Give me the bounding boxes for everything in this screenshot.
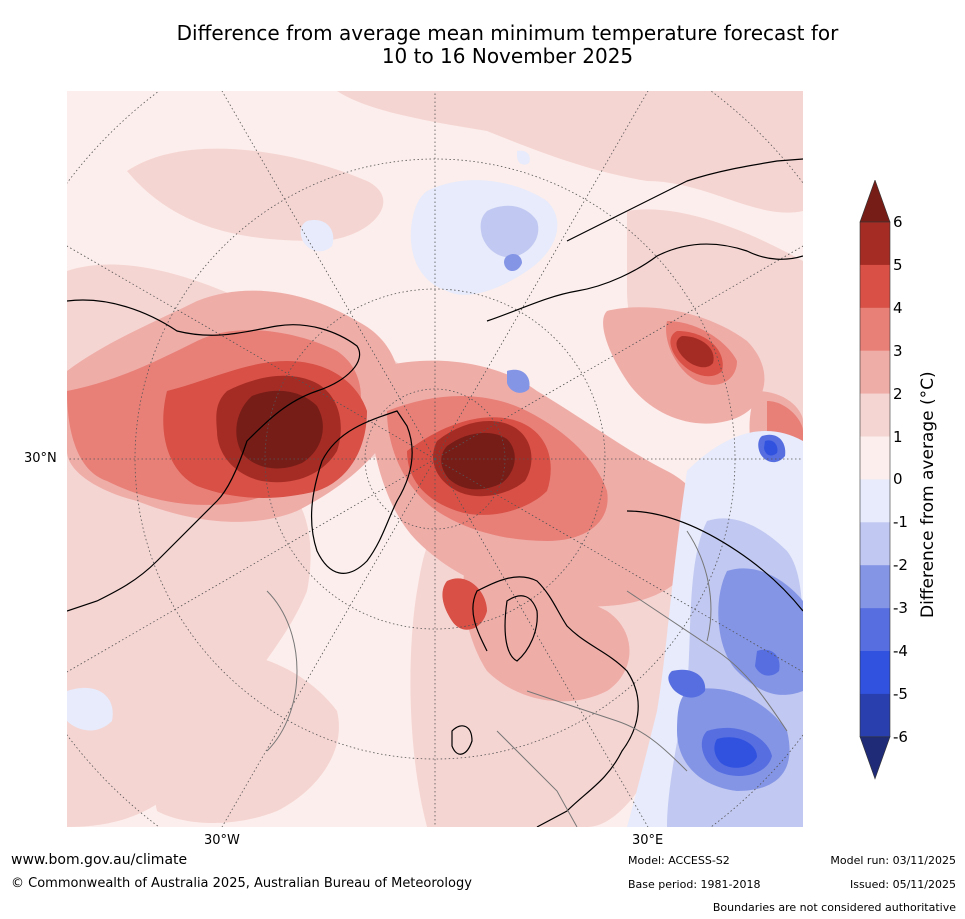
colorbar-extend-bottom — [859, 736, 891, 780]
colorbar-segment — [860, 264, 890, 309]
colorbar-segment — [860, 565, 890, 609]
colorbar-tick-label: -1 — [893, 513, 908, 532]
colorbar-tick-label: 3 — [893, 341, 903, 360]
colorbar-tick-label: 1 — [893, 427, 903, 446]
colorbar-tick-label: -3 — [893, 599, 908, 618]
footer-copyright: © Commonwealth of Australia 2025, Austra… — [11, 876, 472, 891]
colorbar-tick-label: -4 — [893, 642, 908, 660]
colorbar-tick-label: 4 — [893, 298, 903, 317]
colorbar-segment — [860, 307, 890, 351]
colorbar-tick-label: 6 — [893, 213, 903, 231]
colorbar-label: Difference from average (°C) — [918, 371, 938, 618]
latitude-label-30n: 30°N — [24, 451, 57, 466]
colorbar-segment — [860, 651, 890, 695]
anomaly-above-6 — [236, 390, 515, 490]
colorbar-tick-label: 0 — [893, 470, 903, 489]
warm-anomaly-contours — [67, 91, 803, 827]
colorbar-segment — [860, 479, 890, 523]
cool-anomaly-contours — [67, 150, 803, 827]
footer-issued: Issued: 05/11/2025 — [849, 878, 956, 891]
colorbar-segment — [860, 522, 890, 566]
colorbar-segment — [860, 436, 890, 480]
title-line-2: 10 to 16 November 2025 — [381, 44, 634, 68]
colorbar-extend-top — [859, 180, 891, 223]
forecast-map[interactable] — [67, 91, 803, 827]
colorbar-segment — [860, 393, 890, 437]
colorbar-tick-label: -2 — [893, 556, 908, 575]
graticule — [67, 91, 803, 827]
footer-disclaimer: Boundaries are not considered authoritat… — [712, 901, 956, 914]
colorbar — [859, 180, 891, 780]
footer-base-period: Base period: 1981-2018 — [628, 878, 761, 891]
footer-model-run: Model run: 03/11/2025 — [830, 854, 956, 867]
footer-url[interactable]: www.bom.gov.au/climate — [11, 852, 188, 868]
map-title: Difference from average mean minimum tem… — [0, 22, 965, 68]
longitude-label-30e: 30°E — [632, 833, 664, 848]
country-borders — [266, 530, 788, 827]
colorbar-segment — [860, 222, 890, 266]
colorbar-tick-label: 2 — [893, 384, 903, 403]
colorbar-segment — [860, 608, 890, 652]
longitude-label-30w: 30°W — [204, 833, 240, 848]
colorbar-segment — [860, 350, 890, 394]
colorbar-segment — [860, 693, 890, 738]
footer-model: Model: ACCESS-S2 — [628, 854, 730, 867]
map-canvas — [67, 91, 803, 827]
colorbar-tick-label: -6 — [893, 727, 908, 746]
colorbar-tick-label: 5 — [893, 255, 903, 274]
coastlines — [67, 158, 803, 827]
title-line-1: Difference from average mean minimum tem… — [176, 21, 839, 45]
colorbar-tick-label: -5 — [893, 684, 908, 703]
colorbar-frame — [859, 221, 891, 738]
